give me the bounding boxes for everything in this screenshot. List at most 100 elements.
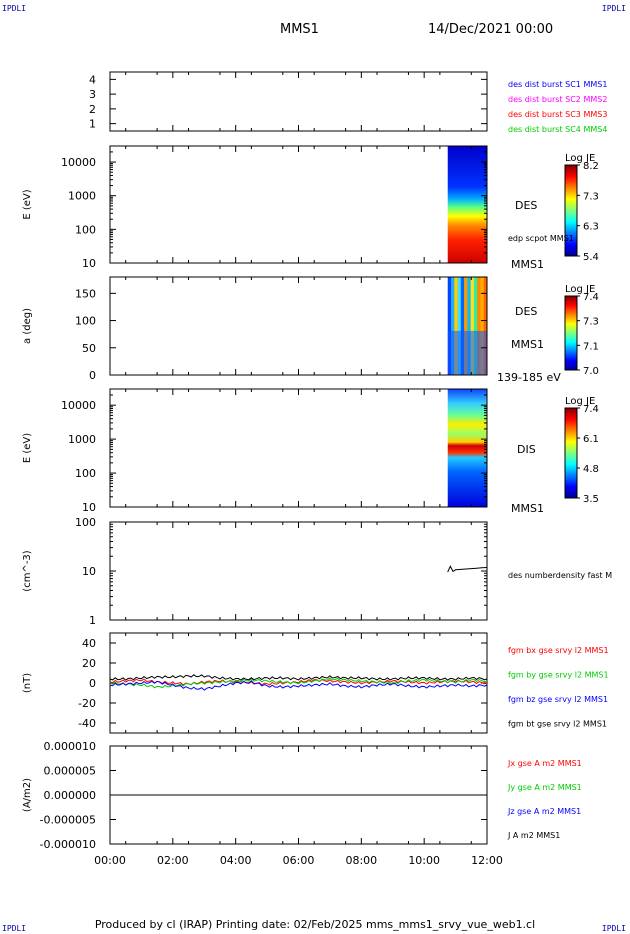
y-tick-label: 0.000000 [44, 789, 97, 802]
y-tick-label: 100 [75, 223, 96, 236]
panel-frame [109, 521, 488, 621]
x-tick-label: 06:00 [283, 854, 315, 867]
colorbar-tick-label: 6.3 [583, 222, 599, 233]
spacecraft-title: MMS1 [280, 22, 319, 37]
y-tick-label: 10000 [61, 399, 96, 412]
y-tick-label: 1000 [68, 433, 96, 446]
legend-entry: des dist burst SC4 MMS4 [508, 125, 607, 134]
y-tick-label: 10 [82, 565, 96, 578]
heatmap-stripe [447, 277, 452, 375]
panel-frame [109, 276, 488, 376]
y-tick-label: 3 [89, 88, 96, 101]
y-tick-label: 1 [89, 614, 96, 627]
y-tick-label: 0.000005 [44, 765, 97, 778]
heatmap-stripe [483, 277, 488, 375]
legend-entry: edp scpot MMS1 [508, 234, 574, 243]
y-tick-label: 2 [89, 103, 96, 116]
legend-entry: Jy gse A m2 MMS1 [507, 783, 582, 792]
panel-current [109, 745, 488, 845]
heatmap-stripe [451, 277, 455, 375]
heatmap-dis-energy [447, 389, 487, 507]
colorbar [564, 295, 578, 371]
heatmap-stripe [457, 277, 462, 375]
instrument-label: DIS [517, 443, 536, 456]
y-tick-label: 10 [82, 257, 96, 270]
y-tick-label: 1 [89, 118, 96, 131]
legend-entry: fgm bz gse srvy l2 MMS1 [508, 695, 608, 704]
y-tick-label: 1000 [68, 190, 96, 203]
panel-burst [109, 71, 488, 132]
y-tick-label: 10000 [61, 156, 96, 169]
series-line [109, 677, 488, 689]
x-tick-label: 04:00 [220, 854, 252, 867]
instrument-label: MMS1 [511, 502, 544, 515]
heatmap-stripe [460, 277, 465, 375]
colorbar-tick-label: 3.5 [583, 494, 599, 505]
series-line [109, 674, 488, 681]
footer-text: Produced by cl (IRAP) Printing date: 02/… [94, 918, 536, 931]
instrument-label: DES [515, 305, 537, 318]
y-tick-label: 100 [75, 315, 96, 328]
panel-fgm [109, 632, 488, 734]
x-tick-label: 02:00 [157, 854, 189, 867]
corner-label-bl: IPDLI [2, 924, 27, 933]
y-tick-label: 20 [82, 657, 96, 670]
y-tick-label: -40 [78, 717, 96, 730]
y-axis-label: a (deg) [22, 308, 33, 344]
y-tick-label: -20 [78, 697, 96, 710]
colorbar-label: Log JE [565, 153, 595, 164]
heatmap-band [447, 330, 487, 375]
colorbar-tick-label: 7.4 [583, 292, 599, 303]
instrument-label: MMS1 [511, 338, 544, 351]
colorbar-tick-label: 7.1 [583, 341, 599, 352]
colorbar-tick-label: 8.2 [583, 161, 599, 172]
y-tick-label: 10 [82, 501, 96, 514]
legend-entry: des numberdensity fast M [508, 571, 612, 580]
heatmap-stripe [470, 277, 475, 375]
series-line [109, 678, 488, 686]
x-tick-label: 12:00 [471, 854, 503, 867]
panel-des-energy [109, 145, 580, 264]
heatmap-stripe [480, 277, 485, 375]
energy-range-label: 139-185 eV [497, 371, 561, 384]
panel-frame [109, 145, 488, 264]
legend-entry: fgm bx gse srvy l2 MMS1 [508, 646, 609, 655]
legend-entry: J A m2 MMS1 [507, 831, 560, 840]
corner-label-tr: IPDLI [601, 4, 626, 13]
colorbar [564, 164, 578, 257]
legend-entry: des dist burst SC3 MMS3 [508, 110, 607, 119]
legend-entry: des dist burst SC1 MMS1 [508, 80, 607, 89]
x-tick-label: 08:00 [345, 854, 377, 867]
heatmap-stripe [473, 277, 478, 375]
corner-label-br: IPDLI [601, 924, 626, 933]
heatmap-stripe [464, 277, 468, 375]
panel-frame [109, 388, 488, 508]
colorbar-tick-label: 7.3 [583, 191, 599, 202]
date-title: 14/Dec/2021 00:00 [428, 22, 554, 37]
x-tick-label: 00:00 [94, 854, 126, 867]
legend-entry: fgm by gse srvy l2 MMS1 [508, 671, 609, 680]
y-axis-label: (cm^-3) [22, 550, 33, 591]
legend-entry: Jz gse A m2 MMS1 [507, 807, 581, 816]
instrument-label: DES [515, 199, 537, 212]
panel-dis-energy [109, 388, 580, 508]
y-tick-label: 100 [75, 516, 96, 529]
y-tick-label: 50 [82, 342, 96, 355]
y-tick-label: 4 [89, 73, 96, 86]
series-line [447, 565, 488, 573]
y-tick-label: 150 [75, 287, 96, 300]
heatmap-stripe [477, 277, 481, 375]
series-line [109, 680, 488, 691]
y-tick-label: 40 [82, 637, 96, 650]
colorbar-label: Log JE [565, 396, 595, 407]
y-axis-label: (nT) [22, 673, 33, 693]
colorbar-tick-label: 4.8 [583, 464, 599, 475]
legend-entry: des dist burst SC2 MMS2 [508, 95, 607, 104]
panel-des-pitch [109, 276, 580, 376]
y-tick-label: -0.000010 [40, 838, 96, 851]
colorbar-tick-label: 7.0 [583, 366, 599, 377]
instrument-label: MMS1 [511, 258, 544, 271]
y-tick-label: 0.000010 [44, 740, 97, 753]
colorbar-tick-label: 6.1 [583, 434, 599, 445]
